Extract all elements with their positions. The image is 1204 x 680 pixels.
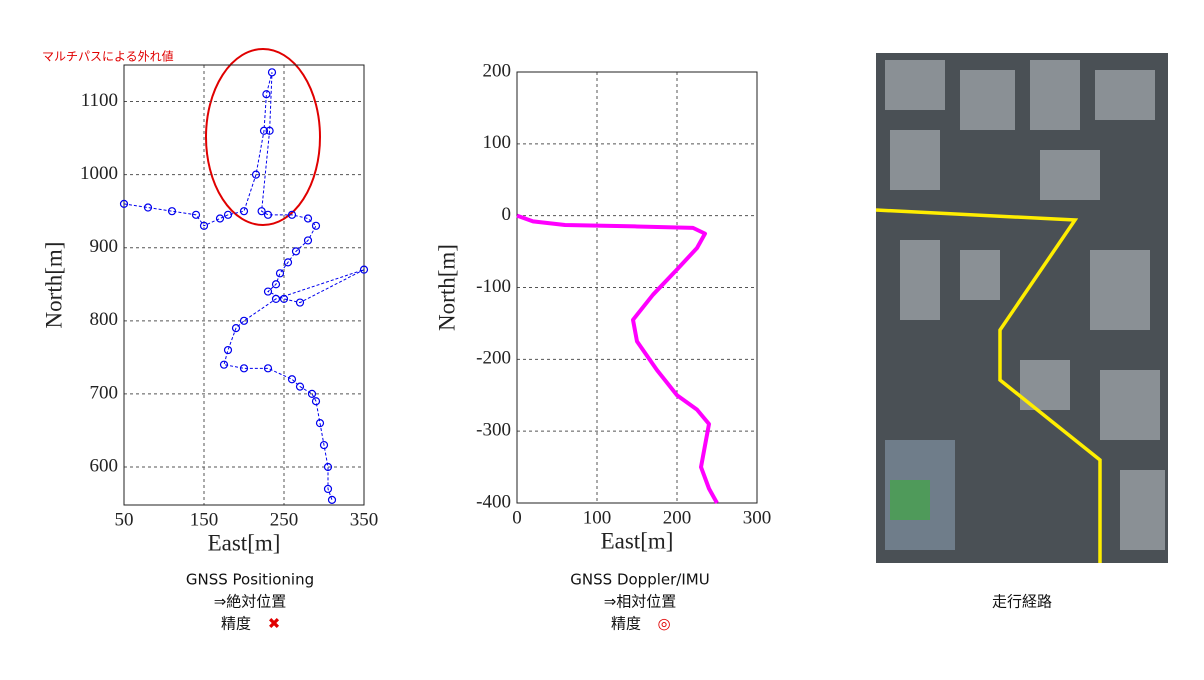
point bbox=[239, 316, 249, 325]
x-tick-label: 150 bbox=[190, 509, 219, 530]
route bbox=[875, 208, 1102, 563]
point bbox=[215, 214, 225, 223]
point bbox=[239, 207, 249, 216]
point bbox=[223, 210, 233, 219]
point bbox=[303, 214, 313, 223]
trajectory-line bbox=[516, 213, 719, 504]
point bbox=[143, 203, 153, 212]
point bbox=[327, 495, 337, 504]
caption: 走行経路 bbox=[992, 593, 1052, 611]
caption: GNSS Positioning bbox=[186, 571, 314, 589]
x-tick-label: 250 bbox=[270, 509, 299, 530]
x-axis-label: East[m] bbox=[208, 530, 281, 555]
point bbox=[307, 389, 317, 399]
x-tick-label: 300 bbox=[743, 507, 772, 528]
point bbox=[262, 90, 271, 99]
x-tick-label: 50 bbox=[115, 509, 134, 530]
trajectory-line bbox=[123, 72, 365, 501]
point bbox=[231, 324, 241, 333]
y-tick-label: 1000 bbox=[80, 163, 118, 184]
point bbox=[265, 126, 274, 135]
point bbox=[263, 364, 273, 373]
caption: 精度 bbox=[221, 615, 251, 633]
point bbox=[303, 236, 313, 245]
y-tick-label: 700 bbox=[90, 382, 119, 403]
point bbox=[223, 345, 233, 355]
plot-frame bbox=[123, 64, 365, 506]
point bbox=[259, 126, 269, 135]
outlier-ellipse bbox=[205, 48, 321, 226]
point bbox=[271, 280, 281, 289]
caption: ⇒相対位置 bbox=[604, 593, 677, 611]
caption: GNSS Doppler/IMU bbox=[570, 571, 709, 589]
point bbox=[359, 265, 369, 274]
point bbox=[239, 364, 249, 373]
point bbox=[283, 258, 293, 267]
y-tick-label: 1100 bbox=[81, 90, 118, 111]
point bbox=[257, 207, 266, 216]
y-tick-label: 600 bbox=[90, 455, 119, 476]
y-axis-label: North[m] bbox=[41, 242, 66, 329]
x-tick-label: 350 bbox=[350, 509, 379, 530]
x-axis-label: East[m] bbox=[601, 528, 674, 553]
buildings bbox=[885, 60, 1165, 550]
annotation: マルチパスによる外れ値 bbox=[42, 49, 174, 64]
y-tick-label: -200 bbox=[476, 348, 511, 369]
caption: 精度 bbox=[611, 615, 641, 633]
y-tick-label: 900 bbox=[90, 236, 119, 257]
point bbox=[279, 294, 289, 303]
point bbox=[251, 170, 261, 179]
point bbox=[287, 210, 297, 219]
plot-frame bbox=[516, 71, 758, 504]
point bbox=[295, 382, 305, 391]
caption: ⇒絶対位置 bbox=[214, 593, 287, 611]
point bbox=[295, 298, 305, 307]
y-tick-label: -300 bbox=[476, 420, 511, 441]
point bbox=[323, 484, 333, 494]
point bbox=[219, 360, 229, 369]
accuracy-icon: ✖ bbox=[268, 615, 281, 633]
point bbox=[311, 221, 321, 230]
point bbox=[323, 462, 333, 472]
point bbox=[275, 269, 285, 278]
y-tick-label: 800 bbox=[90, 309, 119, 330]
point bbox=[271, 294, 281, 303]
y-axis-label: North[m] bbox=[434, 244, 459, 331]
point bbox=[267, 68, 277, 77]
point bbox=[315, 419, 325, 428]
y-tick-label: -400 bbox=[476, 491, 511, 512]
point bbox=[167, 207, 177, 216]
y-tick-label: 200 bbox=[483, 60, 512, 81]
point bbox=[263, 287, 273, 296]
point bbox=[319, 440, 329, 450]
x-tick-label: 100 bbox=[583, 507, 612, 528]
point bbox=[287, 375, 297, 384]
point bbox=[191, 210, 201, 219]
point bbox=[199, 221, 209, 230]
x-tick-label: 0 bbox=[512, 507, 522, 528]
point bbox=[263, 210, 273, 219]
accuracy-icon: ◎ bbox=[657, 615, 670, 633]
point bbox=[119, 199, 129, 208]
point bbox=[291, 247, 301, 256]
y-tick-label: 0 bbox=[502, 204, 512, 225]
x-tick-label: 200 bbox=[663, 507, 692, 528]
y-tick-label: 100 bbox=[483, 132, 512, 153]
point bbox=[311, 397, 321, 406]
y-tick-label: -100 bbox=[476, 276, 511, 297]
